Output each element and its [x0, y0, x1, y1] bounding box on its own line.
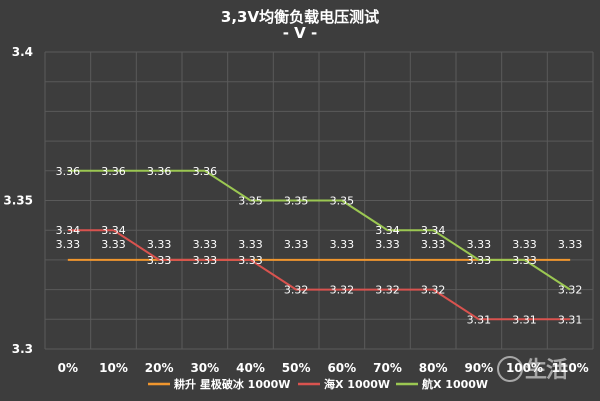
data-label: 3.34	[56, 224, 81, 237]
data-label: 3.33	[238, 254, 263, 267]
x-tick-label: 20%	[145, 361, 174, 375]
x-tick-label: 110%	[552, 361, 589, 375]
data-label: 3.33	[512, 238, 537, 251]
y-tick-label: 3.35	[3, 194, 33, 208]
data-label: 3.33	[467, 238, 492, 251]
x-tick-label: 50%	[282, 361, 311, 375]
data-label: 3.32	[558, 284, 583, 297]
data-label: 3.34	[101, 224, 126, 237]
data-label: 3.34	[421, 224, 446, 237]
x-tick-label: 80%	[419, 361, 448, 375]
x-tick-label: 0%	[58, 361, 78, 375]
data-label: 3.33	[147, 254, 172, 267]
y-tick-label: 3.4	[12, 45, 33, 59]
legend-item: 海X 1000W	[298, 377, 390, 391]
legend-label: 航X 1000W	[422, 377, 488, 391]
x-tick-label: 30%	[190, 361, 219, 375]
x-tick-label: 70%	[373, 361, 402, 375]
watermark-logo-icon	[497, 356, 523, 382]
chart-subtitle: - V -	[282, 24, 318, 42]
data-label: 3.35	[330, 195, 355, 208]
data-label: 3.36	[56, 165, 81, 178]
x-tick-label: 40%	[236, 361, 265, 375]
data-label: 3.33	[193, 254, 218, 267]
data-label: 3.33	[56, 238, 81, 251]
data-label: 3.36	[101, 165, 126, 178]
data-label: 3.33	[558, 238, 583, 251]
x-tick-label: 90%	[464, 361, 493, 375]
series-line-3	[67, 169, 571, 291]
data-label: 3.32	[330, 284, 355, 297]
data-label: 3.33	[193, 238, 218, 251]
data-label: 3.33	[330, 238, 355, 251]
data-label: 3.33	[467, 254, 492, 267]
data-label: 3.33	[284, 238, 309, 251]
data-label: 3.32	[421, 284, 446, 297]
data-label: 3.33	[421, 238, 446, 251]
x-tick-label: 60%	[327, 361, 356, 375]
data-label: 3.31	[512, 313, 537, 326]
legend-label: 耕升 星极破冰 1000W	[174, 377, 290, 391]
legend-item: 航X 1000W	[396, 377, 488, 391]
data-label: 3.35	[284, 195, 309, 208]
data-label: 3.35	[238, 195, 263, 208]
data-label: 3.31	[558, 313, 583, 326]
legend-item: 耕升 星极破冰 1000W	[148, 377, 290, 391]
x-tick-label: 10%	[99, 361, 128, 375]
data-label: 3.34	[375, 224, 400, 237]
data-label: 3.36	[193, 165, 218, 178]
data-label: 3.31	[467, 313, 492, 326]
chart-title: 3,3V均衡负载电压测试	[220, 8, 380, 26]
data-label: 3.36	[147, 165, 172, 178]
watermark: 生活	[497, 352, 593, 383]
series-line-2	[67, 229, 571, 321]
data-label: 3.33	[375, 238, 400, 251]
watermark-text: 生活	[525, 358, 568, 383]
data-label: 3.33	[238, 238, 263, 251]
data-label: 3.33	[147, 238, 172, 251]
data-label: 3.33	[512, 254, 537, 267]
data-label: 3.32	[375, 284, 400, 297]
data-label: 3.32	[284, 284, 309, 297]
data-label: 3.33	[101, 238, 126, 251]
y-tick-label: 3.3	[12, 342, 33, 356]
legend-label: 海X 1000W	[324, 377, 390, 391]
